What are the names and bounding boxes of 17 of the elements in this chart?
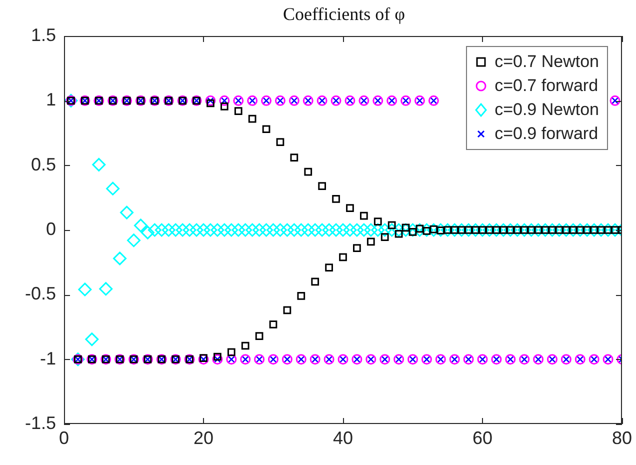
- y-tick-label: -1.5: [24, 412, 56, 433]
- y-tick-label: 0: [46, 218, 56, 239]
- y-tick-label: -1: [40, 348, 56, 368]
- chart-title: Coefficients of φ: [282, 4, 406, 25]
- x-tick-label: 0: [58, 428, 70, 448]
- legend-label: c=0.7 forward: [494, 75, 598, 97]
- legend-label: c=0.7 Newton: [494, 51, 599, 73]
- x-tick-label: 60: [472, 428, 493, 448]
- legend-label: c=0.9 Newton: [494, 99, 599, 121]
- y-tick-label: -0.5: [24, 284, 56, 304]
- legend-label: c=0.9 forward: [494, 123, 598, 145]
- x-tick-label: 80: [612, 428, 632, 448]
- y-tick-label: 0.5: [30, 154, 56, 174]
- y-tick-label: 1.5: [30, 24, 56, 45]
- y-tick-label: 1: [46, 90, 56, 110]
- x-tick-label: 40: [332, 428, 354, 448]
- x-tick-label: 20: [193, 428, 214, 448]
